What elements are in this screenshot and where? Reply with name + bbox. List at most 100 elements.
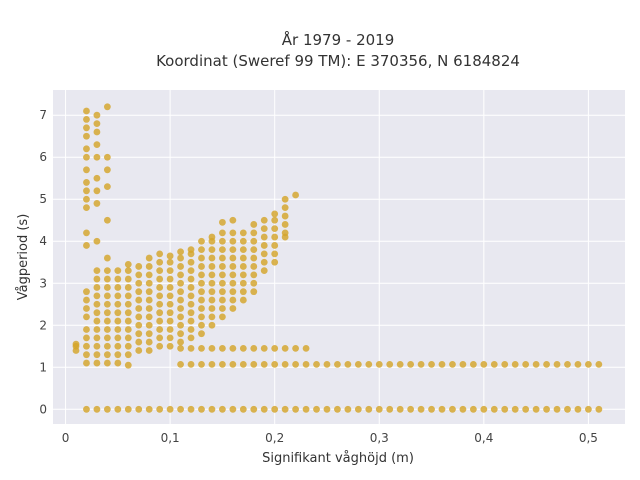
- data-point: [145, 271, 153, 279]
- data-point: [271, 242, 279, 249]
- data-point: [292, 405, 300, 413]
- data-point: [83, 166, 90, 174]
- data-point: [208, 296, 216, 304]
- data-point: [103, 326, 111, 333]
- data-point: [103, 342, 111, 350]
- data-point: [375, 360, 383, 368]
- y-tick-label: 2: [39, 318, 47, 332]
- data-point: [501, 360, 509, 368]
- data-point: [198, 321, 205, 329]
- data-point: [83, 195, 90, 203]
- x-tick-label: 0,4: [474, 431, 493, 445]
- data-point: [219, 218, 226, 226]
- data-point: [208, 254, 216, 262]
- x-tick-label: 0,1: [161, 431, 180, 445]
- data-point: [114, 284, 122, 291]
- data-point: [114, 405, 122, 413]
- data-point: [198, 254, 205, 262]
- data-point: [135, 321, 143, 329]
- data-point: [281, 212, 289, 220]
- data-point: [219, 229, 226, 237]
- data-point: [229, 288, 237, 296]
- data-point: [93, 326, 101, 333]
- data-point: [83, 132, 90, 140]
- data-point: [323, 360, 331, 368]
- x-tick-label: 0,2: [265, 431, 284, 445]
- data-point: [83, 116, 90, 123]
- data-point: [103, 153, 111, 161]
- data-point: [208, 246, 216, 254]
- y-tick-label: 0: [39, 402, 47, 416]
- data-point: [145, 279, 153, 287]
- data-point: [271, 344, 279, 352]
- data-point: [428, 360, 435, 368]
- data-point: [281, 204, 289, 212]
- data-point: [239, 360, 247, 368]
- data-point: [229, 360, 237, 368]
- data-point: [208, 271, 216, 279]
- data-point: [83, 313, 90, 321]
- data-point: [83, 359, 90, 367]
- data-point: [83, 351, 90, 359]
- data-point: [260, 258, 268, 266]
- data-point: [135, 405, 143, 413]
- data-point: [417, 360, 425, 368]
- data-point: [334, 360, 341, 368]
- data-point: [145, 313, 153, 321]
- data-point: [103, 317, 111, 325]
- data-point: [83, 229, 90, 237]
- data-point: [135, 271, 143, 279]
- data-point: [198, 330, 205, 338]
- data-point: [103, 254, 111, 262]
- data-point: [302, 344, 310, 352]
- data-point: [166, 317, 174, 325]
- data-point: [124, 260, 132, 268]
- data-point: [156, 258, 164, 266]
- data-point: [187, 284, 195, 291]
- data-point: [344, 360, 352, 368]
- data-point: [83, 405, 90, 413]
- data-point: [103, 267, 111, 275]
- data-point: [177, 338, 184, 346]
- data-point: [354, 405, 362, 413]
- data-point: [83, 187, 90, 195]
- data-point: [187, 405, 195, 413]
- data-point: [177, 254, 184, 262]
- data-point: [532, 360, 540, 368]
- data-point: [166, 309, 174, 317]
- data-point: [281, 344, 289, 352]
- data-point: [449, 405, 456, 413]
- data-point: [124, 300, 132, 308]
- data-point: [229, 254, 237, 262]
- data-point: [83, 305, 90, 312]
- data-point: [83, 204, 90, 212]
- data-point: [250, 229, 258, 237]
- data-point: [229, 263, 237, 270]
- data-point: [250, 405, 258, 413]
- x-tick-label: 0,5: [579, 431, 598, 445]
- data-point: [93, 342, 101, 350]
- data-point: [459, 405, 467, 413]
- y-tick-label: 1: [39, 360, 47, 374]
- data-point: [156, 334, 164, 342]
- data-point: [156, 326, 164, 333]
- data-point: [574, 405, 582, 413]
- data-point: [156, 275, 164, 283]
- data-point: [93, 267, 101, 275]
- data-point: [229, 405, 237, 413]
- data-point: [490, 405, 498, 413]
- data-point: [93, 292, 101, 300]
- data-point: [187, 292, 195, 300]
- data-point: [344, 405, 352, 413]
- data-point: [208, 313, 216, 321]
- data-point: [156, 292, 164, 300]
- data-point: [574, 360, 582, 368]
- data-point: [93, 351, 101, 359]
- data-point: [281, 405, 289, 413]
- data-point: [166, 267, 174, 275]
- data-point: [428, 405, 435, 413]
- data-point: [365, 360, 373, 368]
- data-point: [166, 300, 174, 308]
- data-point: [271, 225, 279, 233]
- data-point: [511, 405, 519, 413]
